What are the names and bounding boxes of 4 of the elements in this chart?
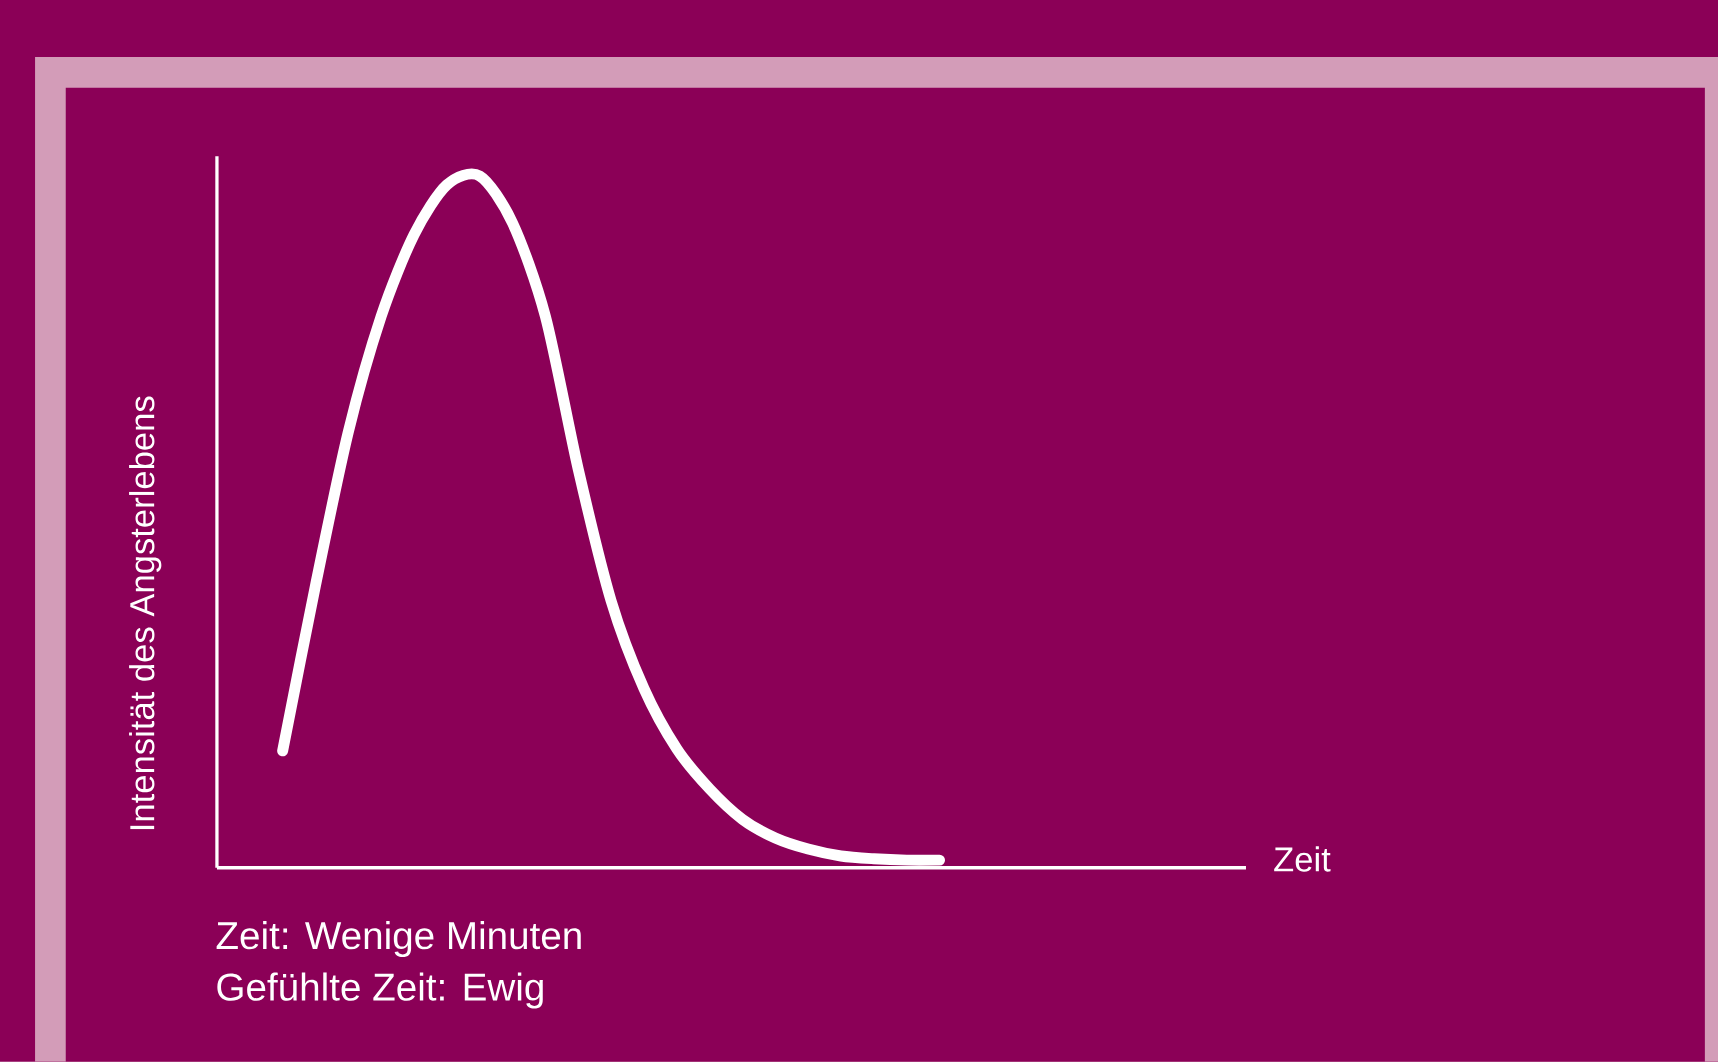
text: Gefühlte Zeit: Ewig: [217, 972, 543, 1009]
x-axis-title: Zeit: [1274, 846, 1331, 872]
y-axis-title: Intensität des Angsterlebens: [129, 396, 162, 830]
text: Zeit: Wenige Minuten: [216, 921, 581, 958]
